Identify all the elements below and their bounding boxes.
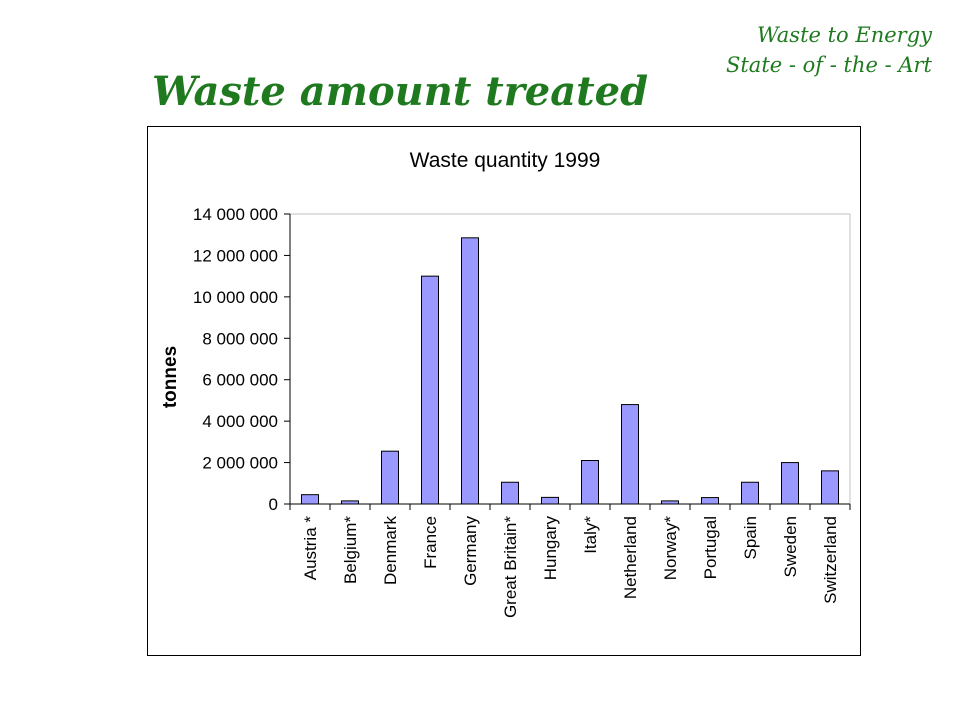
x-tick-label: Germany [461, 516, 480, 586]
y-tick-label: 14 000 000 [193, 205, 278, 224]
bar [621, 404, 639, 505]
bar [821, 470, 839, 505]
x-tick-label: France [421, 516, 440, 569]
bar [581, 460, 599, 505]
x-tick-label: Denmark [381, 516, 400, 585]
y-tick-label: 6 000 000 [202, 371, 278, 390]
header-line-2: State - of - the - Art [725, 53, 932, 77]
bar [741, 481, 759, 505]
x-tick-label: Austria * [301, 516, 320, 581]
bar [701, 497, 719, 505]
x-tick-label: Sweden [781, 516, 800, 577]
presentation-header: Waste to Energy State - of - the - Art [726, 20, 932, 80]
bar [421, 275, 439, 505]
bar [661, 500, 679, 505]
bar [781, 462, 799, 505]
x-tick-label: Italy* [581, 516, 600, 554]
bar [341, 500, 359, 505]
bar [501, 481, 519, 505]
plot-area: 0 2 000 000 4 000 000 6 000 000 8 000 000 10 … [193, 205, 851, 618]
x-tick-label: Norway* [661, 516, 680, 581]
x-tick-label: Spain [741, 516, 760, 559]
y-tick-label: 8 000 000 [202, 329, 278, 348]
chart-title: Waste quantity 1999 [410, 149, 601, 172]
chart-frame: Waste quantity 1999 tonnes 0 2 000 000 4 0… [147, 126, 861, 656]
y-tick-label: 0 [269, 495, 278, 514]
bar [301, 494, 319, 505]
x-tick-label: Belgium* [341, 516, 360, 584]
x-tick-label: Switzerland [821, 516, 840, 604]
x-tick-label: Great Britain* [501, 516, 520, 618]
y-tick-label: 10 000 000 [193, 288, 278, 307]
plot-border [289, 213, 851, 505]
y-tick-label: 2 000 000 [202, 454, 278, 473]
bar-chart: Waste quantity 1999 tonnes 0 2 000 000 4 0… [160, 149, 851, 618]
slide-title: Waste amount treated [152, 68, 649, 115]
x-tick-label: Portugal [701, 516, 720, 579]
x-tick-label: Hungary [541, 516, 560, 581]
x-tick-label: Netherland [621, 516, 640, 599]
y-axis-title: tonnes [160, 346, 181, 408]
header-line-1: Waste to Energy [757, 23, 932, 47]
bar [461, 237, 479, 505]
bar [541, 496, 559, 505]
y-tick-label: 12 000 000 [193, 246, 278, 265]
y-tick-label: 4 000 000 [202, 412, 278, 431]
bar [381, 450, 399, 505]
